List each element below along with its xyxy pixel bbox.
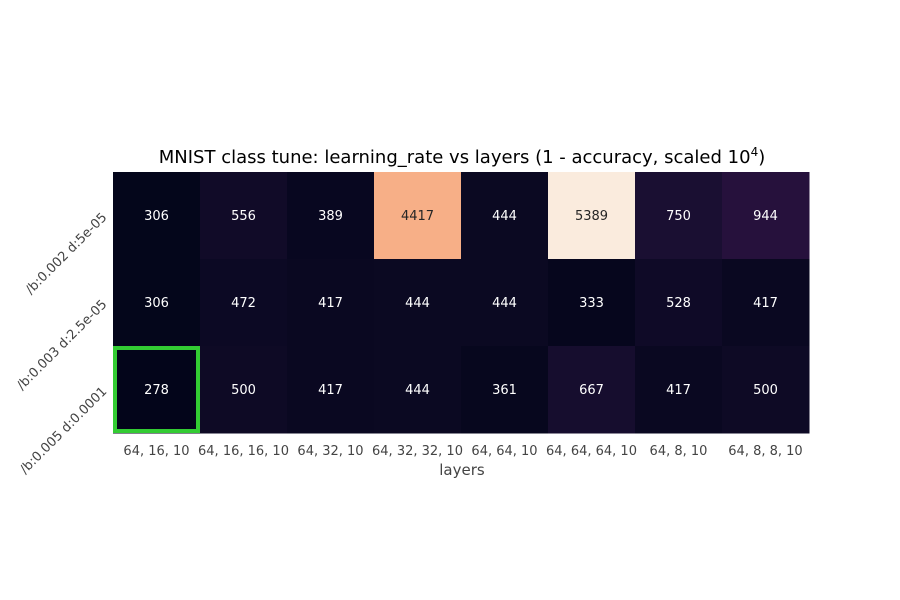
heatmap-cells: 306 556 389 4417 444 5389 750 944 306 472 417 444 44… — [113, 172, 810, 434]
x-tick-label: 64, 64, 10 — [471, 444, 537, 459]
heatmap-cell — [113, 259, 201, 347]
x-tick-label: 64, 64, 64, 10 — [546, 444, 637, 459]
heatmap-cell — [635, 172, 723, 260]
heatmap-cell — [287, 346, 375, 434]
x-tick-label: 64, 32, 32, 10 — [372, 444, 463, 459]
heatmap-cell-value: 444 — [492, 296, 517, 311]
heatmap-cell-value: 5389 — [575, 209, 608, 224]
heatmap-cell — [722, 346, 810, 434]
best-cell-highlight — [113, 346, 200, 433]
heatmap-cell-value: 417 — [318, 296, 343, 311]
heatmap-cell-value: 361 — [492, 383, 517, 398]
heatmap-cell-value: 389 — [318, 209, 343, 224]
heatmap-cell-value: 528 — [666, 296, 691, 311]
x-tick-label: 64, 16, 16, 10 — [198, 444, 289, 459]
heatmap-cell — [287, 172, 375, 260]
heatmap-cell — [722, 172, 810, 260]
heatmap-cell-value: 444 — [492, 209, 517, 224]
y-tick-label: /b:0.002 d:5e-05 — [23, 210, 110, 297]
heatmap-cell-value: 306 — [144, 296, 169, 311]
heatmap-cell — [374, 259, 462, 347]
heatmap-cell-value: 417 — [318, 383, 343, 398]
chart-title-superscript: 4 — [751, 145, 759, 159]
heatmap-cell — [548, 259, 636, 347]
heatmap-cell-value: 278 — [144, 383, 169, 398]
heatmap-cell-value: 472 — [231, 296, 256, 311]
heatmap-cell-value: 500 — [231, 383, 256, 398]
chart-title: MNIST class tune: learning_rate vs layer… — [159, 145, 765, 168]
heatmap-cell-value: 417 — [753, 296, 778, 311]
chart-title-suffix: ) — [758, 147, 765, 168]
heatmap-cell — [113, 346, 201, 434]
heatmap-cell — [635, 259, 723, 347]
x-tick-label: 64, 32, 10 — [297, 444, 363, 459]
heatmap-cell — [200, 346, 288, 434]
heatmap-cell-value: 500 — [753, 383, 778, 398]
heatmap-cell — [200, 172, 288, 260]
heatmap-cell — [461, 259, 549, 347]
heatmap-cell-value: 556 — [231, 209, 256, 224]
heatmap-cell — [374, 172, 462, 260]
x-tick-labels: 64, 16, 10 64, 16, 16, 10 64, 32, 10 64, 32… — [123, 444, 802, 459]
y-tick-labels: /b:0.002 d:5e-05/b:0.003 d:2.5e-05/b:0.0… — [14, 210, 110, 477]
heatmap-cell — [548, 172, 636, 260]
x-tick-label: 64, 16, 10 — [123, 444, 189, 459]
heatmap-cell — [461, 346, 549, 434]
heatmap-cell-value: 444 — [405, 383, 430, 398]
heatmap-cell — [113, 172, 201, 260]
x-tick-label: 64, 8, 10 — [650, 444, 708, 459]
heatmap-cell-value: 667 — [579, 383, 604, 398]
heatmap-cell-value: 306 — [144, 209, 169, 224]
heatmap-cell — [722, 259, 810, 347]
x-axis-label: layers — [439, 461, 485, 479]
heatmap-cell-value: 4417 — [401, 209, 434, 224]
heatmap-cell — [548, 346, 636, 434]
y-tick-label: /b:0.003 d:2.5e-05 — [14, 297, 110, 393]
heatmap-cell-value: 944 — [753, 209, 778, 224]
heatmap-cell-value: 444 — [405, 296, 430, 311]
heatmap-cell — [374, 346, 462, 434]
heatmap-cell-value: 417 — [666, 383, 691, 398]
heatmap-cell — [461, 172, 549, 260]
chart-title-main: MNIST class tune: learning_rate vs layer… — [159, 147, 751, 168]
heatmap-cell-value: 333 — [579, 296, 604, 311]
y-tick-label: /b:0.005 d:0.0001 — [17, 384, 110, 477]
heatmap-cell — [200, 259, 288, 347]
x-tick-label: 64, 8, 8, 10 — [728, 444, 802, 459]
heatmap-cell — [635, 346, 723, 434]
heatmap-cell — [287, 259, 375, 347]
heatmap-cell-value: 750 — [666, 209, 691, 224]
